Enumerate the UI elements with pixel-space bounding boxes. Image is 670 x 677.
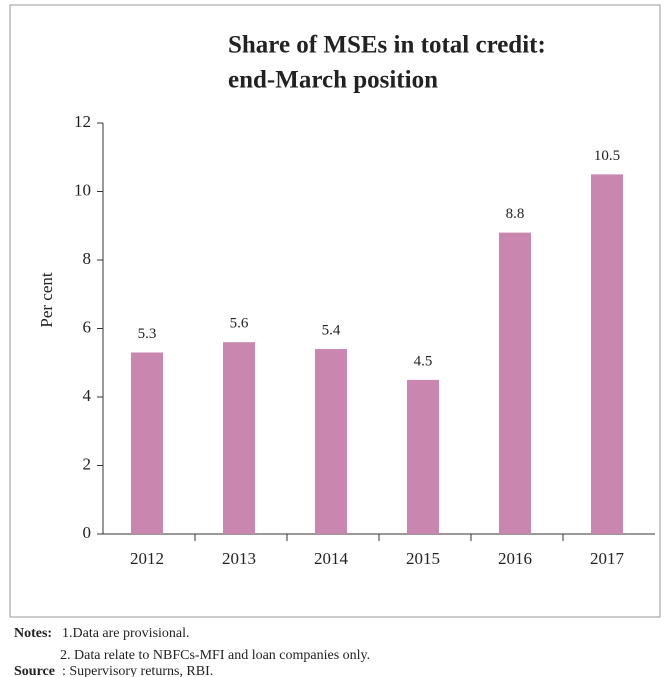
source-label: Source [14, 664, 55, 677]
source: : Supervisory returns, RBI. [62, 664, 213, 677]
note: 2. Data relate to NBFCs-MFI and loan com… [60, 648, 370, 663]
value-label: 4.5 [414, 353, 433, 369]
frame [9, 4, 661, 618]
chart-title: Share of MSEs in total credit: [228, 32, 546, 59]
value-label: 5.3 [138, 326, 157, 342]
chart-title: end-March position [228, 67, 438, 94]
value-label: 5.6 [230, 316, 249, 332]
value-label: 10.5 [594, 148, 620, 164]
note: 1.Data are provisional. [62, 626, 190, 641]
value-label: 5.4 [322, 322, 341, 338]
y-axis-label: Per cent [37, 272, 56, 328]
bar [407, 379, 439, 534]
y-tick-label: 10 [74, 180, 91, 199]
bar [591, 174, 623, 534]
y-tick-label: 12 [74, 112, 91, 131]
x-tick-label: 2014 [314, 549, 349, 568]
x-tick-label: 2012 [130, 549, 164, 568]
y-tick-label: 2 [83, 454, 92, 473]
y-tick-label: 4 [83, 386, 92, 405]
y-tick-label: 6 [83, 317, 92, 336]
bar [315, 349, 347, 534]
x-tick-label: 2016 [498, 549, 532, 568]
y-tick-label: 8 [83, 249, 92, 268]
bar [499, 232, 531, 534]
y-tick-label: 0 [83, 523, 92, 542]
x-tick-label: 2013 [222, 549, 256, 568]
x-tick-label: 2015 [406, 549, 440, 568]
x-tick-label: 2017 [590, 549, 625, 568]
bar [223, 342, 255, 534]
value-label: 8.8 [506, 206, 525, 222]
bar [131, 352, 163, 534]
notes-label: Notes: [14, 626, 52, 641]
